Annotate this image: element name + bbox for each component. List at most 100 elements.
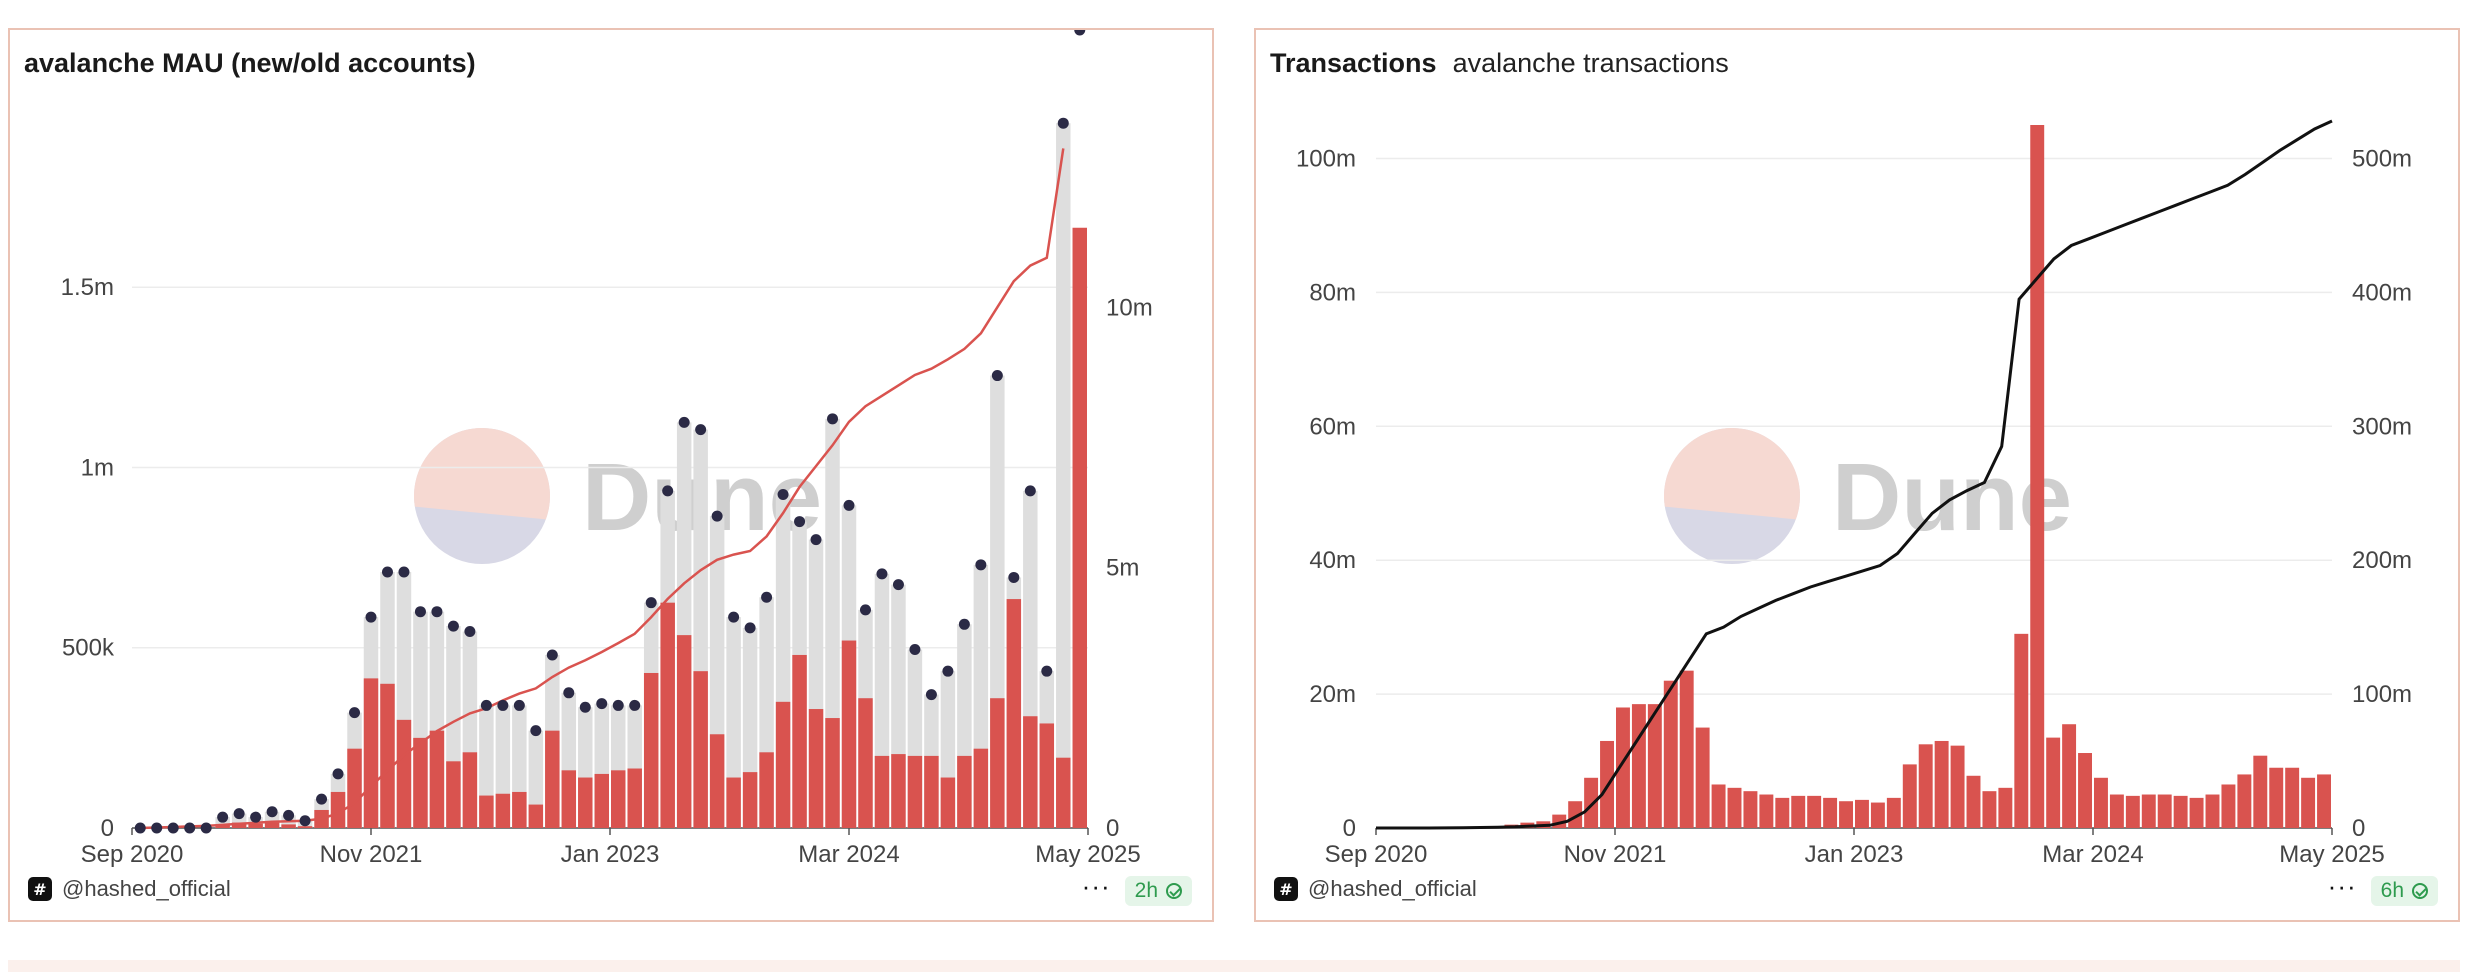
total-mau-point — [662, 485, 674, 497]
transactions-refresh-badge[interactable]: 6h — [2370, 876, 2438, 906]
total-mau-point — [316, 793, 328, 805]
transactions-chart-svg: Dune020m40m60m80m100m0100m200m300m400m50… — [1296, 119, 2412, 868]
transactions-title-text: Transactions — [1270, 48, 1437, 78]
bar-transactions — [1950, 745, 1965, 828]
bar-transactions — [2285, 767, 2300, 828]
total-mau-point — [200, 822, 212, 834]
bar-new-accounts — [611, 770, 626, 828]
bar-new-accounts — [561, 770, 577, 828]
bar-transactions — [1966, 775, 1981, 828]
bar-new-accounts — [380, 683, 395, 828]
y-right-tick-label: 5m — [1106, 555, 1139, 582]
total-mau-point — [859, 604, 871, 616]
check-circle-icon — [2412, 883, 2428, 899]
y-left-tick-label: 100m — [1296, 145, 1356, 172]
mau-refresh-badge[interactable]: 2h — [1124, 876, 1192, 906]
bar-transactions — [2189, 797, 2204, 828]
x-tick-label: Mar 2024 — [798, 841, 899, 868]
bar-new-accounts — [775, 701, 791, 828]
bar-new-accounts — [874, 755, 890, 828]
bar-old-accounts — [528, 730, 544, 828]
bar-new-accounts — [973, 748, 989, 828]
total-mau-point — [184, 822, 196, 834]
bar-old-accounts — [1056, 123, 1071, 828]
transactions-author[interactable]: # @hashed_official — [1274, 876, 1477, 902]
total-mau-point — [777, 489, 789, 501]
total-mau-point — [1074, 30, 1086, 36]
mau-chart-panel: avalanche MAU (new/old accounts) Dune050… — [8, 28, 1214, 922]
more-options-icon[interactable]: ··· — [1081, 871, 1111, 901]
bar-transactions — [1902, 764, 1917, 828]
bar-transactions — [1663, 680, 1678, 828]
total-mau-point — [711, 510, 723, 522]
total-mau-point — [892, 579, 904, 591]
bar-transactions — [2237, 774, 2252, 828]
total-mau-point — [991, 370, 1003, 382]
total-mau-point — [349, 707, 361, 719]
bar-transactions — [1616, 707, 1630, 828]
total-mau-point — [134, 822, 146, 834]
transactions-footer-actions: ··· 6h — [2327, 871, 2438, 906]
bar-transactions — [1743, 791, 1758, 828]
y-right-tick-label: 0 — [2352, 815, 2365, 842]
y-left-tick-label: 20m — [1309, 681, 1356, 708]
total-mau-point — [530, 725, 542, 737]
total-mau-point — [958, 618, 970, 630]
bar-new-accounts — [924, 755, 939, 828]
total-mau-point — [975, 559, 987, 571]
total-mau-point — [579, 701, 591, 713]
x-tick-label: Nov 2021 — [1564, 841, 1667, 868]
cumulative-line — [140, 148, 1065, 830]
more-options-icon[interactable]: ··· — [2327, 871, 2357, 901]
bar-new-accounts — [512, 791, 527, 828]
y-left-tick-label: 80m — [1309, 279, 1356, 306]
mau-footer-actions: ··· 2h — [1081, 871, 1192, 906]
total-mau-point — [1057, 117, 1069, 129]
bar-new-accounts — [446, 761, 461, 828]
bar-transactions — [1647, 704, 1662, 828]
total-mau-point — [843, 499, 855, 511]
total-mau-point — [283, 809, 295, 821]
bar-new-accounts — [759, 752, 774, 828]
total-mau-point — [480, 699, 492, 711]
bar-new-accounts — [1039, 723, 1055, 828]
bar-new-accounts — [594, 773, 609, 828]
bar-transactions — [1934, 740, 1949, 828]
bar-transactions — [1727, 787, 1742, 828]
total-mau-point — [233, 808, 245, 820]
y-left-tick-label: 0 — [1343, 815, 1356, 842]
bar-new-accounts — [545, 730, 560, 828]
y-left-tick-label: 60m — [1309, 413, 1356, 440]
mau-author[interactable]: # @hashed_official — [28, 876, 231, 902]
bar-transactions — [2014, 633, 2029, 828]
mau-author-name: @hashed_official — [62, 876, 231, 901]
bar-transactions — [1791, 795, 1806, 828]
bar-transactions — [2157, 794, 2172, 828]
total-mau-point — [217, 811, 229, 823]
bar-transactions — [2269, 767, 2284, 828]
bar-transactions — [1759, 794, 1774, 828]
bar-new-accounts — [495, 793, 511, 828]
bar-transactions — [2062, 724, 2077, 828]
bar-new-accounts — [1072, 227, 1087, 828]
watermark-logo-top — [1664, 428, 1800, 520]
bar-new-accounts — [578, 777, 593, 828]
bar-transactions — [2253, 755, 2268, 828]
bar-new-accounts — [957, 755, 972, 828]
mau-title-text: avalanche MAU (new/old accounts) — [24, 48, 476, 78]
x-tick-label: Mar 2024 — [2042, 841, 2143, 868]
total-mau-point — [497, 699, 509, 711]
bar-transactions — [1839, 801, 1853, 828]
bar-new-accounts — [330, 791, 346, 828]
bar-transactions — [1998, 787, 2013, 828]
total-mau-point — [563, 687, 575, 699]
transactions-chart-title: Transactions avalanche transactions — [1270, 48, 1729, 79]
transactions-author-name: @hashed_official — [1308, 876, 1477, 901]
total-mau-point — [629, 699, 641, 711]
bar-transactions — [1695, 727, 1710, 828]
transactions-refresh-text: 6h — [2380, 879, 2404, 902]
total-mau-point — [612, 699, 624, 711]
total-mau-point — [447, 620, 459, 632]
bar-transactions — [1807, 795, 1822, 828]
